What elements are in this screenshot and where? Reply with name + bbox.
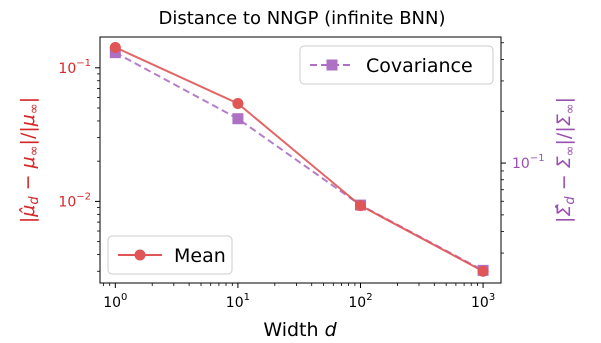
legend-marker [326,59,338,71]
chart-title: Distance to NNGP (infinite BNN) [158,8,445,29]
legend-covariance: Covariance [299,45,494,85]
point-covariance-1 [232,113,244,125]
axes: 100 101 102 103 10−1 10−2 10−1 [58,42,545,311]
legend-box [107,235,233,275]
y-left-tick-label-0: 10−1 [58,58,91,77]
svg-text:|μ̂d − μ∞|/|μ∞|: |μ̂d − μ∞|/|μ∞| [17,97,42,223]
y-left-tick-label-1: 10−2 [58,191,91,210]
x-axis-label: Width d [263,319,337,341]
x-tick-label-0: 100 [103,292,127,311]
legends: Covariance Mean [107,45,494,275]
legend-marker [134,249,146,261]
point-mean-3 [477,265,489,277]
point-mean-1 [232,98,244,110]
y-right-tick-label-0: 10−1 [512,153,545,172]
point-mean-0 [109,41,121,53]
series-line-mean [114,46,484,273]
legend-label: Covariance [366,55,473,77]
legend-label: Mean [174,245,226,267]
svg-text:|Σ̂d − Σ∞|/|Σ∞|: |Σ̂d − Σ∞|/|Σ∞| [553,97,578,223]
legend-box [299,45,494,85]
y-axis-label-right: |Σ̂d − Σ∞|/|Σ∞| [553,97,578,223]
point-mean-2 [354,200,366,212]
x-tick-label-3: 103 [471,292,495,311]
x-tick-label-1: 101 [226,292,250,311]
plot-area [109,41,489,277]
plot-frame [99,36,502,284]
y-axis-label-left: |μ̂d − μ∞|/|μ∞| [17,97,42,223]
x-tick-label-2: 102 [348,292,372,311]
legend-mean: Mean [107,235,233,275]
